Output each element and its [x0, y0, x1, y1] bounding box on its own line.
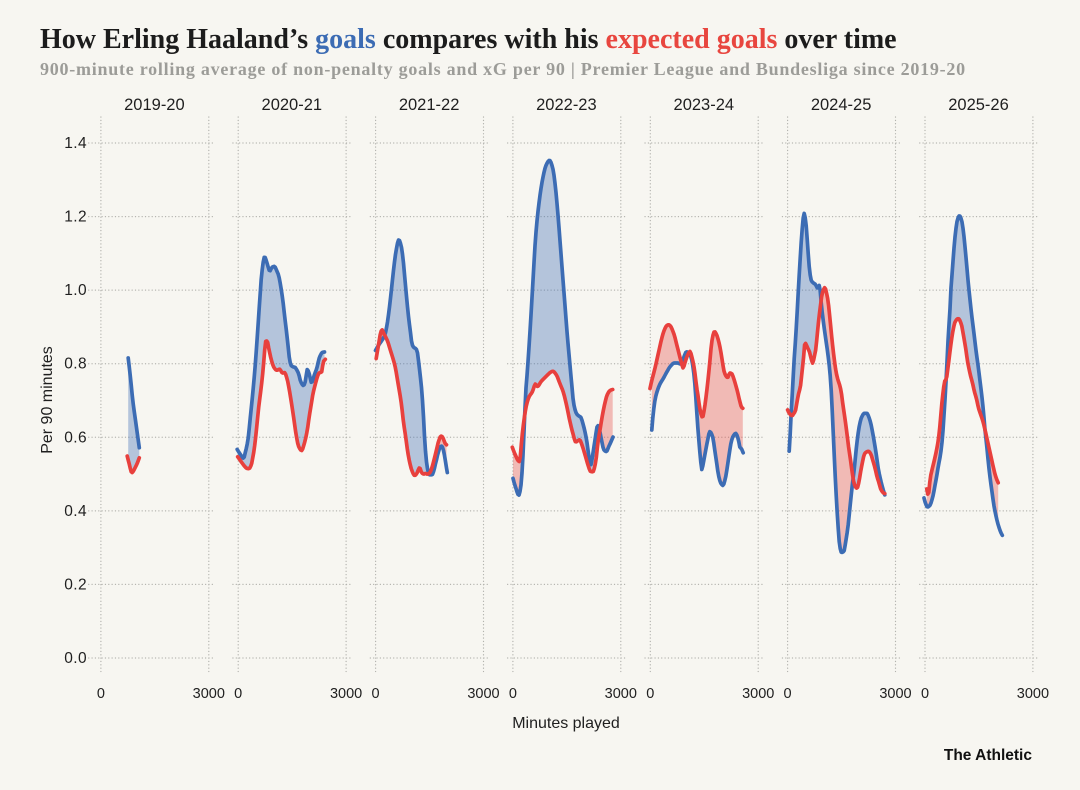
svg-text:2020-21: 2020-21	[262, 96, 323, 114]
svg-text:2023-24: 2023-24	[674, 96, 735, 114]
svg-text:0: 0	[784, 686, 792, 702]
svg-text:1.4: 1.4	[64, 135, 87, 152]
svg-text:0.0: 0.0	[64, 650, 87, 667]
svg-text:0.8: 0.8	[64, 356, 87, 373]
svg-text:2025-26: 2025-26	[948, 96, 1009, 114]
svg-text:3000: 3000	[742, 686, 774, 702]
svg-text:How Erling Haaland’s goals com: How Erling Haaland’s goals compares with…	[40, 24, 897, 55]
svg-text:0: 0	[646, 686, 654, 702]
svg-text:0: 0	[921, 686, 929, 702]
svg-text:0: 0	[509, 686, 517, 702]
svg-text:Minutes played: Minutes played	[512, 715, 620, 732]
svg-text:1.2: 1.2	[64, 209, 87, 226]
svg-text:Per 90 minutes: Per 90 minutes	[39, 346, 56, 454]
svg-text:900-minute rolling average of: 900-minute rolling average of non-penalt…	[40, 59, 966, 79]
svg-text:0: 0	[234, 686, 242, 702]
svg-text:0.6: 0.6	[64, 429, 87, 446]
svg-text:3000: 3000	[605, 686, 637, 702]
svg-text:The Athletic: The Athletic	[944, 747, 1033, 764]
svg-text:3000: 3000	[193, 686, 225, 702]
svg-text:1.0: 1.0	[64, 282, 87, 299]
svg-text:2021-22: 2021-22	[399, 96, 460, 114]
svg-text:2024-25: 2024-25	[811, 96, 872, 114]
svg-text:3000: 3000	[330, 686, 362, 702]
svg-text:3000: 3000	[879, 686, 911, 702]
svg-text:0: 0	[372, 686, 380, 702]
svg-text:0: 0	[97, 686, 105, 702]
svg-text:0.4: 0.4	[64, 503, 87, 520]
svg-text:3000: 3000	[467, 686, 499, 702]
svg-text:2019-20: 2019-20	[124, 96, 185, 114]
svg-text:0.2: 0.2	[64, 576, 87, 593]
svg-text:2022-23: 2022-23	[536, 96, 597, 114]
svg-text:3000: 3000	[1017, 686, 1049, 702]
